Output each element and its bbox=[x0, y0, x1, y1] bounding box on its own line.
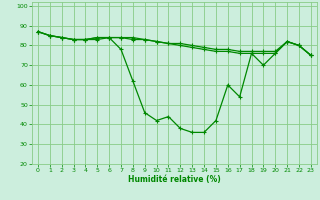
X-axis label: Humidité relative (%): Humidité relative (%) bbox=[128, 175, 221, 184]
